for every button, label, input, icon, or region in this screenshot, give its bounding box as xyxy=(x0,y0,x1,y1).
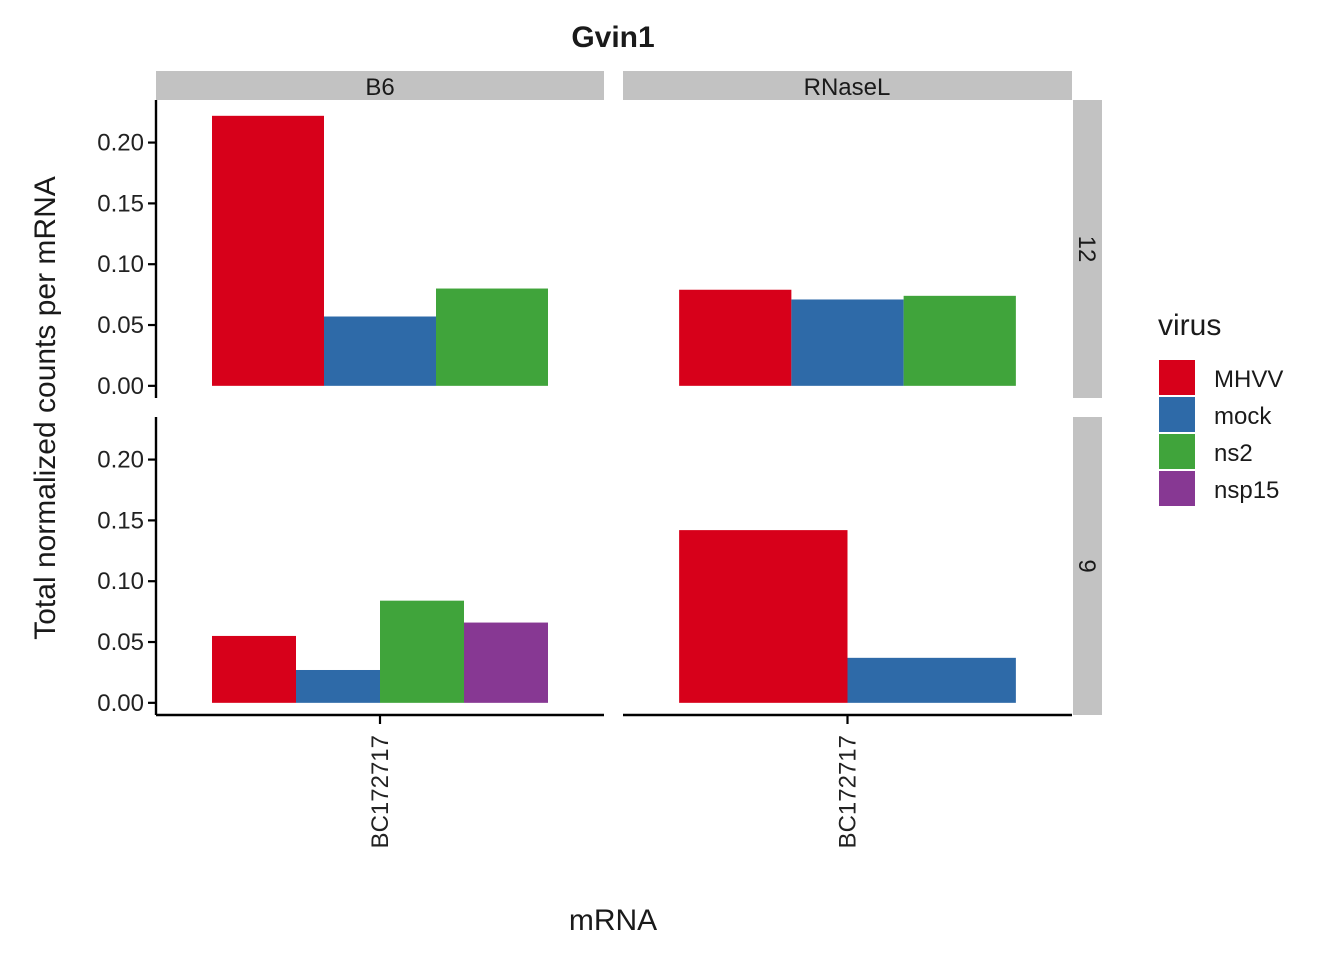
legend-title: virus xyxy=(1158,309,1221,342)
bar-rnasel-9-mhvv xyxy=(679,530,848,703)
bar-rnasel-12-ns2 xyxy=(903,295,1016,386)
bar-rnasel-12-mhvv xyxy=(679,289,792,386)
legend-key-nsp15 xyxy=(1159,471,1195,506)
y-tick-label-row-12: 0.05 xyxy=(97,312,144,339)
x-tick-label-b6: BC172717 xyxy=(367,735,394,848)
strip-col-b6-label: B6 xyxy=(365,74,394,101)
legend-key-ns2 xyxy=(1159,434,1195,469)
legend-label-mock: mock xyxy=(1214,403,1272,430)
strip-row-9-bg xyxy=(1073,417,1102,715)
bar-b6-12-ns2 xyxy=(436,288,548,386)
bar-b6-12-mhvv xyxy=(212,115,324,386)
legend-label-mhvv: MHVV xyxy=(1214,366,1283,393)
y-tick-label-row-12: 0.15 xyxy=(97,190,144,217)
legend-key-mock xyxy=(1159,397,1195,432)
y-tick-label-row-9: 0.20 xyxy=(97,447,144,474)
x-tick-label-rnasel: BC172717 xyxy=(835,735,862,848)
strip-col-rnasel-bg xyxy=(623,71,1072,100)
y-tick-label-row-9: 0.05 xyxy=(97,629,144,656)
x-axis-title: mRNA xyxy=(569,904,657,937)
legend-label-ns2: ns2 xyxy=(1214,440,1253,467)
strip-row-9-label: 9 xyxy=(1073,559,1100,572)
legend: virus MHVV mock ns2 nsp15 xyxy=(1158,309,1283,506)
y-tick-label-row-9: 0.15 xyxy=(97,507,144,534)
y-tick-label-row-9: 0.10 xyxy=(97,568,144,595)
strip-row-12-bg xyxy=(1073,100,1102,398)
bar-rnasel-9-mock xyxy=(847,657,1016,703)
legend-key-mhvv xyxy=(1159,360,1195,395)
y-tick-label-row-9: 0.00 xyxy=(97,690,144,717)
axes-layer: 0.00 0.05 0.10 0.15 0.20 0.00 0.05 0.10 0.15 0.20… xyxy=(97,100,1072,848)
chart-title: Gvin1 xyxy=(571,21,654,54)
bar-b6-12-mock xyxy=(324,316,436,386)
bar-b6-9-mhvv xyxy=(212,635,296,703)
strip-col-b6-bg xyxy=(156,71,604,100)
strip-col-rnasel-label: RNaseL xyxy=(804,74,891,101)
y-tick-label-row-12: 0.20 xyxy=(97,130,144,157)
strip-row-12-label: 12 xyxy=(1073,236,1100,263)
bar-rnasel-12-mock xyxy=(791,299,904,386)
bar-b6-9-nsp15 xyxy=(464,622,548,703)
bar-b6-9-mock xyxy=(296,669,380,703)
y-tick-label-row-12: 0.10 xyxy=(97,251,144,278)
y-axis-title: Total normalized counts per mRNA xyxy=(29,176,62,640)
y-tick-label-row-12: 0.00 xyxy=(97,373,144,400)
bar-b6-9-ns2 xyxy=(380,600,464,703)
bars-layer xyxy=(212,115,1016,703)
legend-label-nsp15: nsp15 xyxy=(1214,477,1279,504)
